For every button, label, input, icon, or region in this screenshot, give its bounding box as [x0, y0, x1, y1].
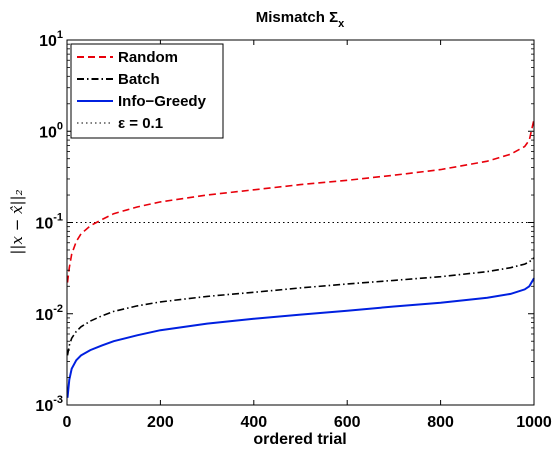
series-line-2 — [66, 277, 535, 398]
x-tick-label: 800 — [427, 414, 454, 431]
legend: Random Batch Info−Greedy ε = 0.1 — [70, 43, 224, 139]
x-axis-label: ordered trial — [253, 431, 346, 448]
legend-label-3: ε = 0.1 — [118, 115, 163, 132]
y-tick-label: 10-1 — [35, 212, 63, 233]
x-tick-label: 600 — [334, 414, 361, 431]
y-axis: 10-3 10-2 10-1 100 101 — [35, 29, 534, 415]
x-tick-label: 400 — [240, 414, 267, 431]
legend-box — [70, 43, 224, 139]
series-line-0 — [66, 119, 535, 283]
x-tick-label: 0 — [63, 414, 72, 431]
x-axis: 0 200 400 600 800 1000 — [63, 40, 552, 431]
x-tick-label: 1000 — [516, 414, 552, 431]
y-tick-label: 100 — [39, 120, 63, 141]
x-tick-label: 200 — [147, 414, 174, 431]
legend-label-1: Batch — [118, 71, 160, 88]
y-tick-label: 10-3 — [35, 394, 63, 415]
plot-area — [66, 119, 535, 398]
y-tick-label: 101 — [39, 29, 63, 50]
legend-label-0: Random — [118, 49, 178, 66]
legend-label-2: Info−Greedy — [118, 93, 207, 110]
series-line-1 — [66, 257, 535, 356]
y-tick-label: 10-2 — [35, 303, 63, 324]
chart-title: Mismatch Σx — [256, 9, 345, 30]
y-axis-label: ||x − x̂||₂ — [8, 189, 26, 254]
